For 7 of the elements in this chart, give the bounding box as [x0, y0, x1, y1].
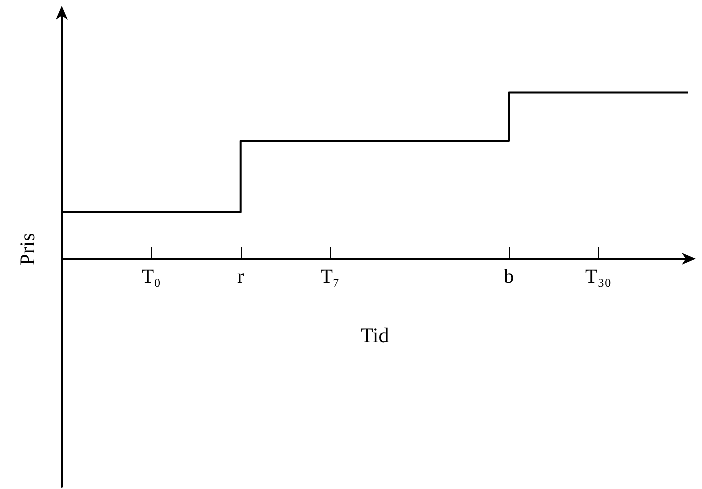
y-axis-title: Pris	[16, 233, 40, 266]
x-tick-label: T₃₀	[585, 266, 612, 288]
x-tick-label: T₇	[320, 266, 340, 288]
x-tick-label: r	[238, 266, 245, 288]
x-tick-label: T₀	[142, 266, 162, 288]
x-tick-label: b	[504, 266, 514, 288]
x-axis-title: Tid	[360, 324, 390, 348]
